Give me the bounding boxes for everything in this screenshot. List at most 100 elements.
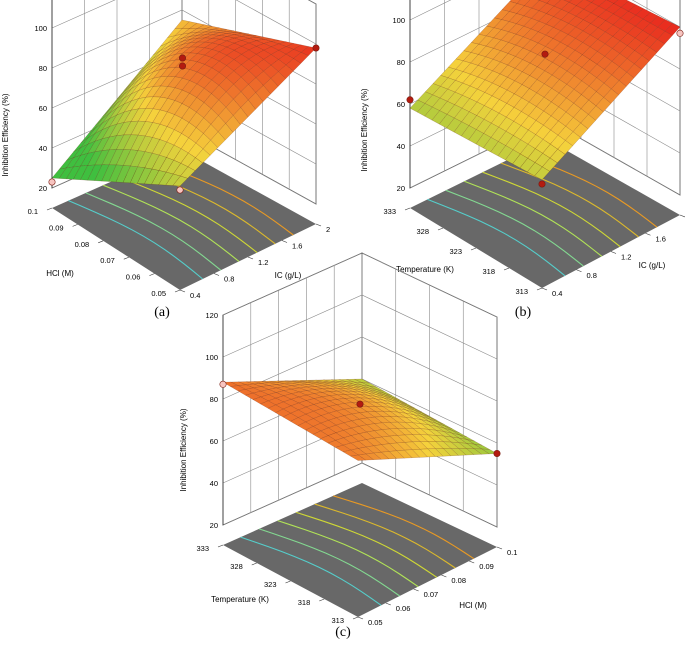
y-axis-title: HCl (M) [46, 269, 74, 278]
surface-cell [346, 381, 362, 386]
surface-cell [80, 151, 96, 167]
surface-cell [380, 451, 398, 460]
floor [223, 483, 497, 617]
x-tick-label: 0.08 [451, 576, 466, 585]
surface-cell [353, 388, 369, 394]
y-tick-label: 313 [515, 287, 528, 296]
surface-cell [595, 97, 612, 113]
surface-cell [349, 454, 367, 461]
contour-line [68, 200, 204, 280]
surface-cell [218, 40, 235, 48]
surface-cell [373, 436, 390, 445]
x-tick-mark [281, 240, 288, 243]
x-tick-mark [413, 588, 419, 592]
surface-cell [323, 380, 339, 384]
x-tick-mark [357, 616, 364, 620]
surface-cell [450, 448, 467, 456]
surface-cell [436, 426, 452, 434]
x-tick-label: 1.6 [656, 234, 666, 243]
surface-cell [435, 448, 452, 457]
axes-labels: 204060801001200.40.81.21.623133183233283… [360, 16, 685, 298]
surface-cell [551, 92, 567, 108]
surface-cell [573, 108, 589, 124]
surface-cell [344, 402, 361, 409]
surface-cell [412, 441, 429, 450]
surface-cell [298, 390, 315, 396]
surface-cell [404, 449, 421, 458]
surface-cell [498, 116, 514, 132]
surface-cell [582, 46, 598, 60]
y-tick-mark [174, 289, 181, 293]
surface-cell [233, 46, 250, 55]
surface-cell [248, 92, 264, 110]
surface-cell [80, 140, 96, 156]
x-tick-label: 0.4 [552, 289, 562, 298]
contour-line [277, 520, 419, 588]
surface-cell [145, 56, 161, 69]
x-tick-label: 0.09 [479, 562, 494, 571]
surface-cell [549, 148, 566, 164]
surface-cell [145, 63, 161, 76]
surface-cell [307, 380, 323, 383]
surface-cell [664, 23, 681, 36]
surface-cell [218, 77, 234, 93]
z-tick-label: 80 [39, 64, 47, 73]
x-tick-label: 1.2 [621, 253, 631, 262]
surface-cell [542, 157, 558, 172]
design-point [312, 44, 320, 52]
x-axis-title: IC (g/L) [639, 261, 666, 270]
z-tick-label: 40 [210, 479, 218, 488]
surface-cell [327, 440, 344, 448]
y-tick-mark [470, 247, 477, 251]
surface-cell [203, 108, 219, 125]
surface-cell [483, 137, 499, 153]
surface-cell [260, 394, 277, 402]
surface-cell [137, 135, 153, 152]
design-point [676, 29, 684, 37]
surface-cell [330, 381, 347, 384]
z-tick-label: 60 [39, 104, 47, 113]
surface-cell [414, 408, 430, 417]
y-tick-mark [251, 562, 257, 566]
y-tick-mark [46, 207, 53, 211]
surface-cell [196, 24, 213, 30]
contour-line [296, 511, 438, 578]
design-point [356, 400, 364, 408]
x-tick-mark [541, 287, 548, 291]
surface-cell [397, 416, 414, 424]
surface-cell [312, 430, 329, 439]
y-tick-label: 0.09 [49, 223, 64, 232]
surface-cell [330, 385, 346, 389]
panel-label-b: (b) [515, 305, 532, 320]
x-tick-label: 2 [326, 225, 330, 234]
x-tick-label: 0.8 [224, 275, 234, 284]
z-axis-title: Inhibition Efficiency (%) [360, 88, 369, 171]
x-tick-mark [247, 256, 254, 260]
y-tick-mark [352, 616, 359, 620]
surface-cell [572, 122, 589, 138]
surface-cell [160, 54, 176, 64]
surface-cell [73, 153, 89, 168]
contour-line [240, 536, 382, 606]
surface-cell [151, 139, 168, 156]
x-tick-mark [441, 574, 447, 578]
surface-cell [530, 42, 546, 55]
surface-cell [270, 43, 287, 51]
y-tick-mark [285, 580, 291, 584]
design-point [48, 178, 56, 186]
surface-cell [196, 41, 213, 48]
surface-cell [233, 91, 249, 108]
contour-line [120, 176, 258, 254]
x-tick-label: 1.6 [292, 242, 302, 251]
surface-cell [124, 76, 139, 92]
surface-cell [383, 397, 399, 404]
surface-cell [80, 164, 96, 181]
y-tick-mark [503, 267, 510, 271]
z-gridline [409, 0, 681, 28]
surface-cell [613, 7, 629, 19]
surface-cell [65, 155, 82, 169]
x-tick-label: 0.1 [507, 548, 517, 557]
x-axis-title: IC (g/L) [275, 271, 302, 280]
contour-line [500, 162, 639, 238]
z-gridline [308, 0, 317, 5]
